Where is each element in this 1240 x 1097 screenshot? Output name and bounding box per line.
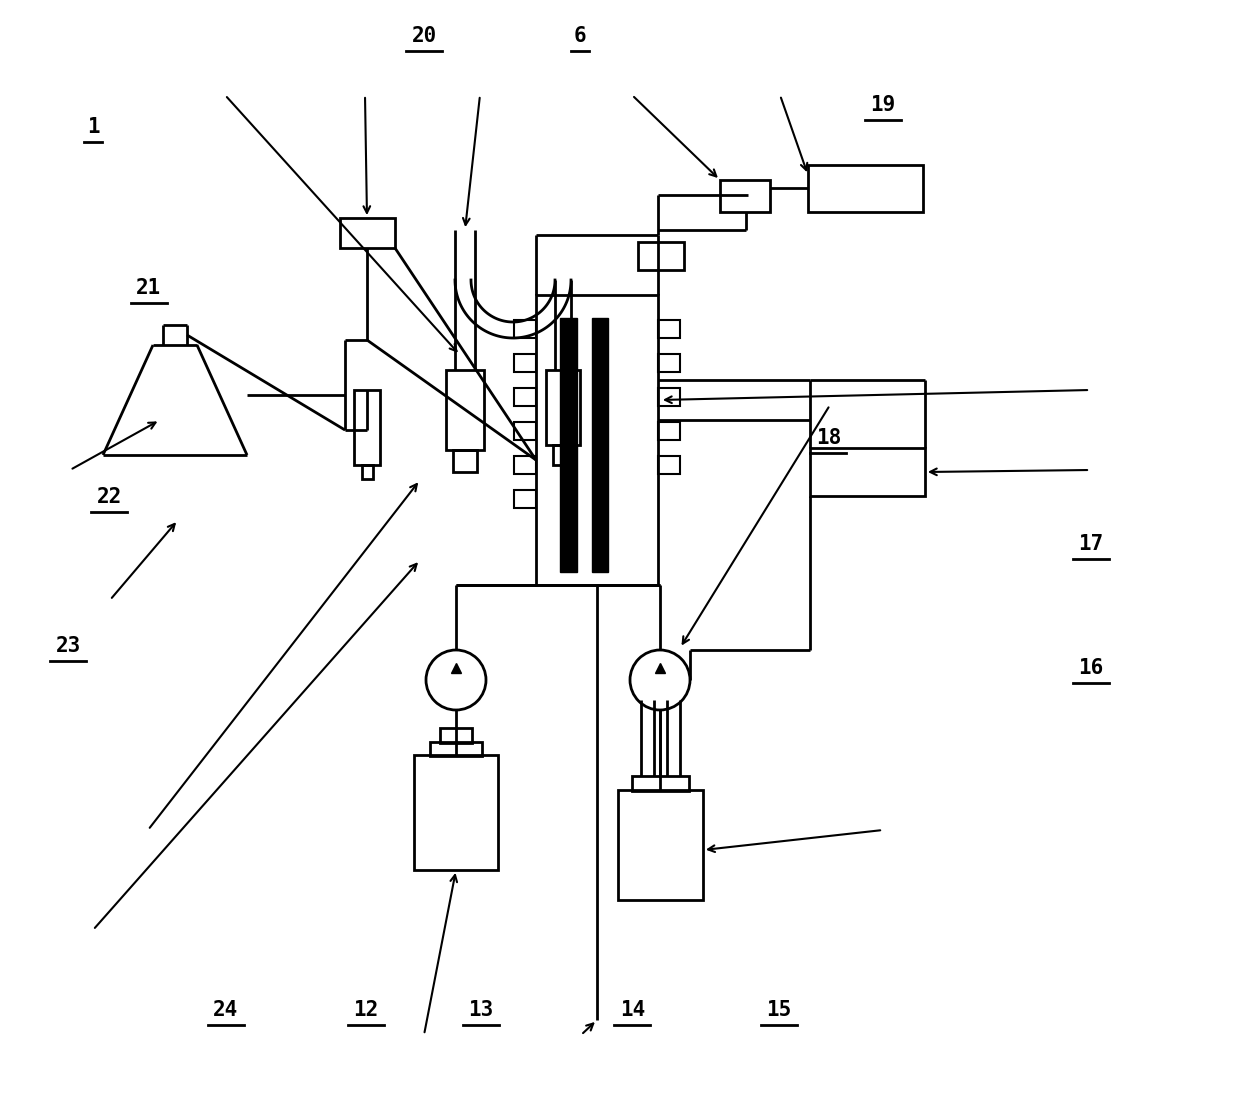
Polygon shape <box>560 318 577 572</box>
Text: 6: 6 <box>574 26 587 46</box>
Text: 19: 19 <box>870 95 895 115</box>
Bar <box>340 218 396 248</box>
Text: 23: 23 <box>56 636 81 656</box>
Bar <box>658 388 680 406</box>
Bar <box>536 295 658 585</box>
Bar <box>414 755 498 870</box>
Bar <box>658 456 680 474</box>
Bar <box>515 354 536 372</box>
Text: 21: 21 <box>136 279 161 298</box>
Text: 13: 13 <box>469 1000 494 1020</box>
Text: 1: 1 <box>87 117 99 137</box>
Bar <box>632 776 689 791</box>
Bar <box>658 354 680 372</box>
Text: 17: 17 <box>1079 534 1104 554</box>
Bar <box>808 165 923 212</box>
Text: 22: 22 <box>97 487 122 507</box>
Text: 12: 12 <box>353 1000 378 1020</box>
Bar <box>639 242 684 270</box>
Text: 20: 20 <box>412 26 436 46</box>
Bar <box>720 180 770 212</box>
Bar <box>553 445 573 465</box>
Bar <box>430 742 482 756</box>
Bar <box>515 490 536 508</box>
Bar <box>453 450 477 472</box>
Bar <box>515 456 536 474</box>
Bar <box>658 320 680 338</box>
Text: 18: 18 <box>816 428 841 448</box>
Bar <box>515 320 536 338</box>
Text: 14: 14 <box>620 1000 645 1020</box>
Bar <box>515 388 536 406</box>
Text: 16: 16 <box>1079 658 1104 678</box>
Bar <box>362 465 373 479</box>
Bar <box>546 370 580 445</box>
Polygon shape <box>591 318 608 572</box>
Bar <box>658 422 680 440</box>
Text: 24: 24 <box>213 1000 238 1020</box>
Bar <box>440 728 472 743</box>
Bar <box>353 391 379 465</box>
Text: 15: 15 <box>766 1000 791 1020</box>
Bar <box>515 422 536 440</box>
Bar <box>618 790 703 900</box>
Bar <box>446 370 484 450</box>
Bar <box>810 448 925 496</box>
